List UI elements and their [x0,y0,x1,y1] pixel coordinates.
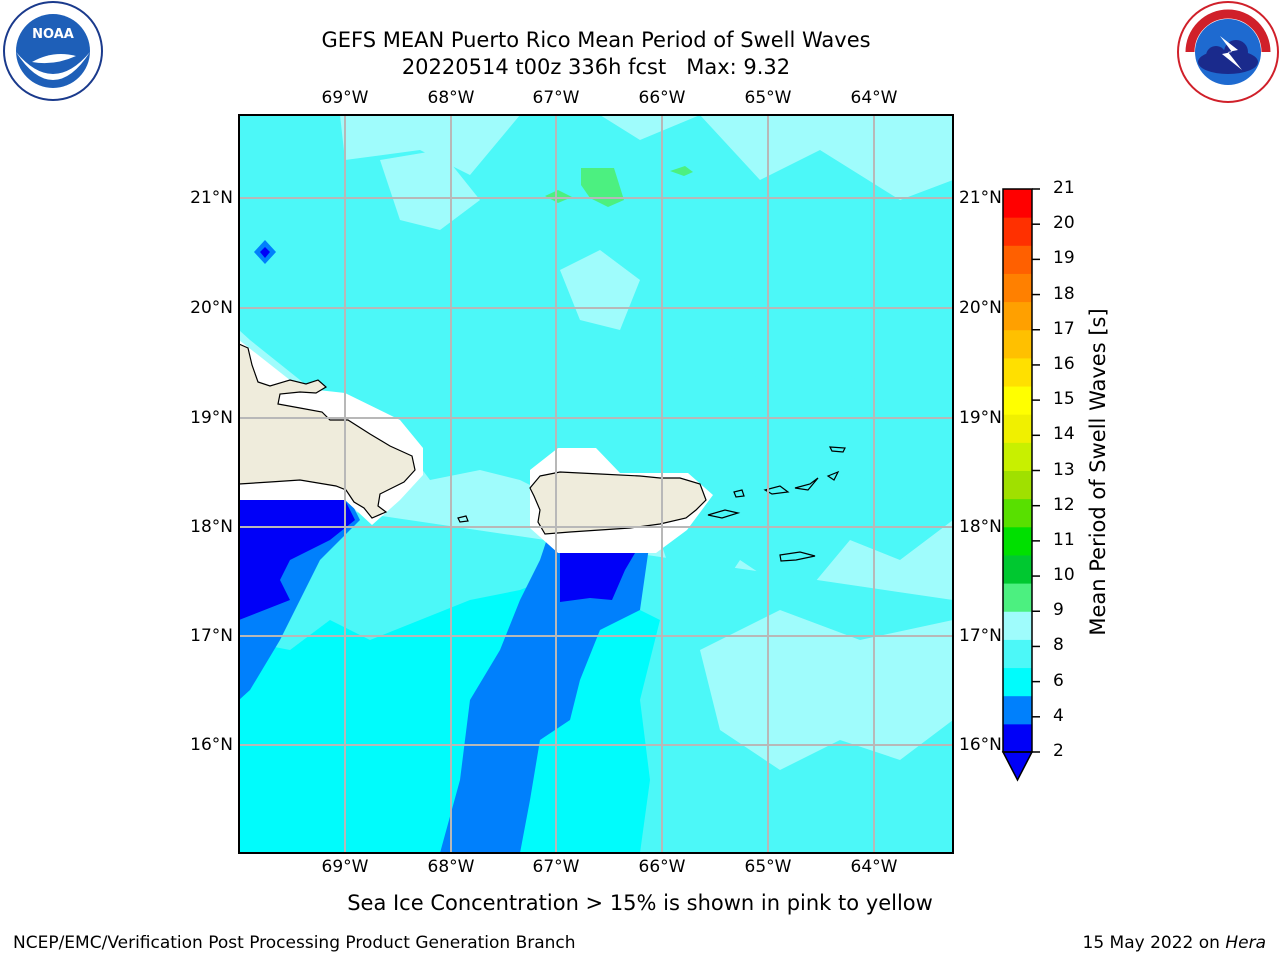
colorbar-segment [1003,695,1032,725]
ocean-band-8-9 [700,610,953,770]
lat-label-right: 21°N [959,188,1002,208]
land-island [794,477,819,491]
ocean-band-below-2 [260,247,270,258]
lon-label-top: 66°W [638,88,686,108]
colorbar-tick-label: 12 [1053,494,1075,515]
colorbar-segment [1003,639,1032,669]
lat-label-left: 17°N [190,626,233,646]
colorbar-segment [1003,723,1032,753]
ocean-band-8-9 [560,250,640,330]
colorbar-segment [1003,386,1032,415]
colorbar-tick-label: 17 [1053,318,1075,339]
colorbar-tick-label: 19 [1053,248,1075,269]
colorbar-tick-label: 18 [1053,283,1075,304]
colorbar-segment [1003,301,1032,331]
lon-label-top: 68°W [427,88,475,108]
colorbar-tick-label: 15 [1053,389,1075,410]
colorbar-tick-label: 4 [1053,705,1064,726]
colorbar-tick-label: 2 [1053,741,1064,761]
land-hispaniola [239,343,416,519]
colorbar-segment [1003,217,1032,246]
lat-label-left: 16°N [190,735,233,755]
colorbar-tick-label: 13 [1053,459,1075,480]
map-frame [238,114,954,854]
lat-label-left: 18°N [190,517,233,537]
colorbar-tick-label: 16 [1053,353,1075,374]
colorbar-segment [1003,273,1032,303]
graticule [239,115,953,853]
lon-label-top: 69°W [321,88,369,108]
colorbar-segment [1003,498,1032,528]
colorbar-tick-label: 21 [1053,178,1075,198]
lon-label-bottom: 66°W [638,857,686,877]
colorbar-segment [1003,329,1032,359]
ocean-band-2-4 [440,530,650,853]
lat-label-right: 18°N [959,517,1002,537]
colorbar-segment [1003,526,1032,556]
lon-label-bottom: 64°W [850,857,898,877]
colorbar-segment [1003,554,1032,584]
colorbar-segment [1003,442,1032,471]
colorbar-segment [1003,357,1032,387]
land-island [733,489,745,498]
lat-label-right: 20°N [959,298,1002,318]
chart-subtitle: 20220514 t00z 336h fcst Max: 9.32 [401,55,791,79]
footer-date: 15 May 2022 on Hera [1083,933,1267,953]
land-island [707,509,741,519]
colorbar-tick-label: 11 [1053,529,1075,550]
colorbar [1001,188,1040,782]
ocean-band-9-10 [545,190,572,203]
lon-label-top: 64°W [850,88,898,108]
lat-label-right: 19°N [959,408,1002,428]
colorbar-tick-label: 20 [1053,213,1075,234]
footer-branch: NCEP/EMC/Verification Post Processing Pr… [13,933,576,953]
lat-label-left: 21°N [190,188,233,208]
colorbar-segment [1003,667,1032,697]
ocean-band-8-9 [380,150,480,230]
colorbar-segment [1003,414,1032,443]
colorbar-tick-label: 14 [1053,424,1075,445]
footer-host: Hera [1225,933,1266,953]
colorbar-tick-label: 6 [1053,670,1064,691]
noaa-logo: NOAA [3,1,103,101]
lat-label-left: 20°N [190,298,233,318]
land-island [457,515,469,523]
colorbar-tick-label: 10 [1053,565,1075,586]
land-island [828,446,846,453]
colorbar-label: Mean Period of Swell Waves [s] [1086,308,1110,636]
lon-label-bottom: 69°W [321,857,369,877]
colorbar-tick-label: 8 [1053,635,1064,656]
sea-ice-caption: Sea Ice Concentration > 15% is shown in … [347,891,933,915]
land-island [763,485,790,495]
land-island [779,551,816,562]
nws-logo [1177,1,1279,103]
lat-label-right: 17°N [959,626,1002,646]
colorbar-extend-arrow [1001,751,1034,782]
colorbar-segment [1003,611,1032,640]
lon-label-top: 65°W [744,88,792,108]
ocean-band-below-2 [239,500,355,620]
colorbar-segment [1003,189,1032,218]
lon-label-bottom: 65°W [744,857,792,877]
lat-label-right: 16°N [959,735,1002,755]
lon-label-bottom: 68°W [427,857,475,877]
colorbar-segment [1003,470,1032,500]
svg-text:NOAA: NOAA [32,27,74,42]
colorbar-segment [1003,583,1032,612]
chart-title: GEFS MEAN Puerto Rico Mean Period of Swe… [321,28,871,52]
lon-label-top: 67°W [532,88,580,108]
lon-label-bottom: 67°W [532,857,580,877]
map-area [239,115,953,853]
footer-date-text: 15 May 2022 on [1082,933,1226,953]
land-island [826,470,840,481]
ocean-band-9-10 [670,166,693,176]
ocean-band-below-2 [560,553,635,602]
colorbar-tick-label: 9 [1053,600,1064,621]
lat-label-left: 19°N [190,408,233,428]
colorbar-segment [1003,245,1032,274]
